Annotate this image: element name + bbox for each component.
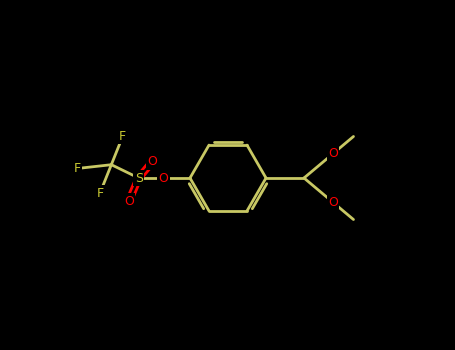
Text: O: O	[147, 155, 157, 168]
Text: O: O	[124, 195, 134, 208]
Text: O: O	[328, 196, 338, 209]
Text: S: S	[135, 172, 143, 184]
Text: F: F	[96, 187, 103, 200]
Text: O: O	[328, 147, 338, 160]
Text: F: F	[74, 162, 81, 175]
Text: F: F	[119, 130, 126, 143]
Text: O: O	[158, 172, 168, 184]
